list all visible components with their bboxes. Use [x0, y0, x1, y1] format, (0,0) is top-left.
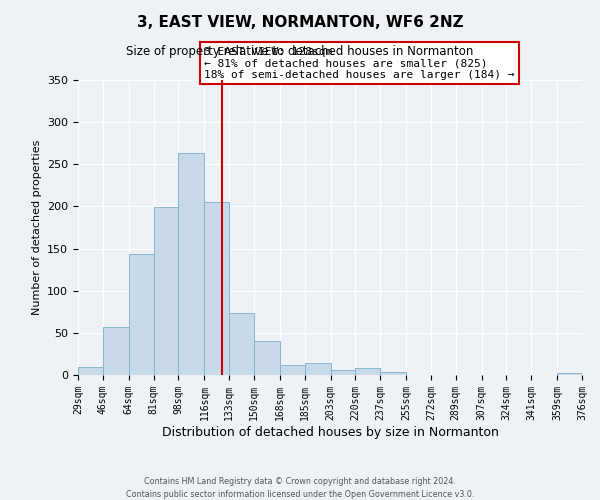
Text: Contains public sector information licensed under the Open Government Licence v3: Contains public sector information licen… — [126, 490, 474, 499]
Bar — [380, 372, 406, 375]
Bar — [229, 312, 254, 375]
Bar — [205, 202, 229, 375]
Text: Size of property relative to detached houses in Normanton: Size of property relative to detached ho… — [127, 45, 473, 58]
Y-axis label: Number of detached properties: Number of detached properties — [32, 140, 41, 315]
X-axis label: Distribution of detached houses by size in Normanton: Distribution of detached houses by size … — [161, 426, 499, 438]
Bar — [254, 342, 280, 375]
Bar — [178, 154, 205, 375]
Bar — [129, 254, 154, 375]
Bar — [557, 374, 582, 375]
Bar — [331, 370, 355, 375]
Bar — [280, 365, 305, 375]
Bar — [305, 363, 331, 375]
Bar — [154, 208, 178, 375]
Text: 3 EAST VIEW: 128sqm
← 81% of detached houses are smaller (825)
18% of semi-detac: 3 EAST VIEW: 128sqm ← 81% of detached ho… — [204, 47, 515, 80]
Text: 3, EAST VIEW, NORMANTON, WF6 2NZ: 3, EAST VIEW, NORMANTON, WF6 2NZ — [137, 15, 463, 30]
Bar — [78, 366, 103, 375]
Bar — [355, 368, 380, 375]
Bar — [103, 327, 129, 375]
Text: Contains HM Land Registry data © Crown copyright and database right 2024.: Contains HM Land Registry data © Crown c… — [144, 478, 456, 486]
